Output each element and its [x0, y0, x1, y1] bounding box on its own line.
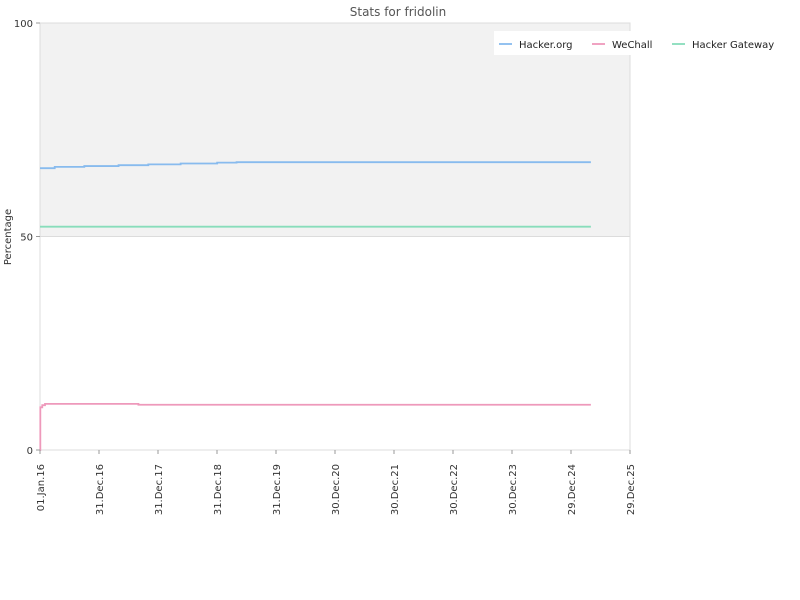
y-tick-label: 0: [27, 446, 33, 457]
x-tick-label: 30.Dec.23: [508, 464, 519, 515]
x-axis-ticks: 01.Jan.16 31.Dec.16 31.Dec.17 31.Dec.18 31.D…: [36, 450, 637, 515]
series-line-wechall: [39, 402, 591, 451]
legend-label: WeChall: [612, 40, 652, 51]
upper-band-shading: [40, 23, 630, 237]
legend-label: Hacker.org: [519, 40, 573, 51]
x-tick-label: 31.Dec.16: [95, 464, 106, 515]
legend-box: [494, 31, 784, 55]
x-tick-label: 01.Jan.16: [36, 464, 47, 511]
x-tick-label: 30.Dec.21: [390, 464, 401, 515]
x-tick-label: 29.Dec.24: [567, 464, 578, 515]
x-tick-label: 30.Dec.22: [449, 464, 460, 515]
legend: Hacker.org WeChall Hacker Gateway: [494, 31, 784, 55]
x-tick-label: 31.Dec.18: [213, 464, 224, 515]
series-layer: [39, 161, 591, 451]
y-axis-label: Percentage: [3, 209, 14, 265]
x-tick-label: 31.Dec.17: [154, 464, 165, 515]
y-axis-ticks: 0 50 100: [14, 19, 40, 457]
legend-label: Hacker Gateway: [692, 40, 774, 51]
y-tick-label: 100: [14, 19, 33, 30]
x-tick-label: 29.Dec.25: [626, 464, 637, 515]
x-tick-label: 30.Dec.20: [331, 464, 342, 515]
y-tick-label: 50: [20, 233, 33, 244]
x-tick-label: 31.Dec.19: [272, 464, 283, 515]
chart-title: Stats for fridolin: [350, 5, 447, 19]
series-line-hacker-org: [40, 161, 591, 170]
